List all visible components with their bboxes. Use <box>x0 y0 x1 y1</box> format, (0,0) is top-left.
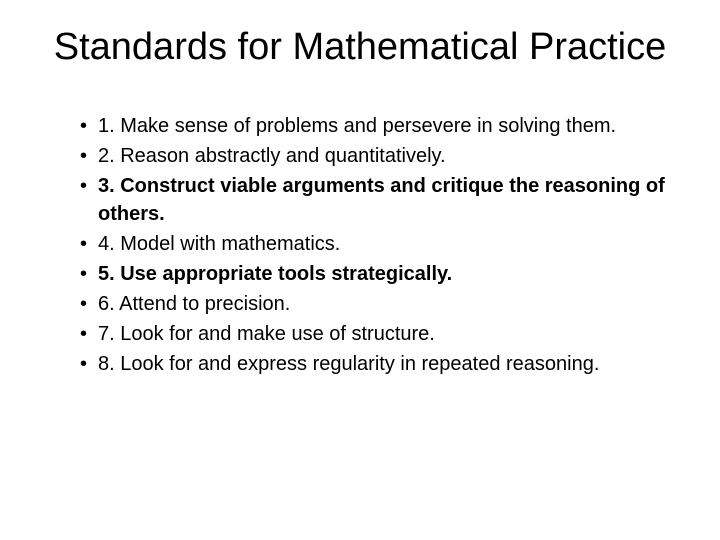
list-item-text: 6. Attend to precision. <box>98 293 290 315</box>
list-item-text: 5. Use appropriate tools strategically. <box>98 263 452 285</box>
list-item-text: 1. Make sense of problems and persevere … <box>98 115 616 137</box>
list-item: 7. Look for and make use of structure. <box>80 320 672 348</box>
slide: Standards for Mathematical Practice 1. M… <box>0 0 720 540</box>
standards-list: 1. Make sense of problems and persevere … <box>48 112 672 378</box>
list-item-text: 4. Model with mathematics. <box>98 233 340 255</box>
list-item: 2. Reason abstractly and quantitatively. <box>80 142 672 170</box>
list-item: 8. Look for and express regularity in re… <box>80 350 672 378</box>
list-item: 5. Use appropriate tools strategically. <box>80 260 672 288</box>
list-item: 4. Model with mathematics. <box>80 230 672 258</box>
list-item-text: 2. Reason abstractly and quantitatively. <box>98 145 446 167</box>
slide-title: Standards for Mathematical Practice <box>48 26 672 70</box>
list-item: 6. Attend to precision. <box>80 290 672 318</box>
list-item-text: 8. Look for and express regularity in re… <box>98 353 599 375</box>
list-item-text: 3. Construct viable arguments and critiq… <box>98 175 665 225</box>
list-item: 3. Construct viable arguments and critiq… <box>80 172 672 228</box>
list-item: 1. Make sense of problems and persevere … <box>80 112 672 140</box>
list-item-text: 7. Look for and make use of structure. <box>98 323 435 345</box>
